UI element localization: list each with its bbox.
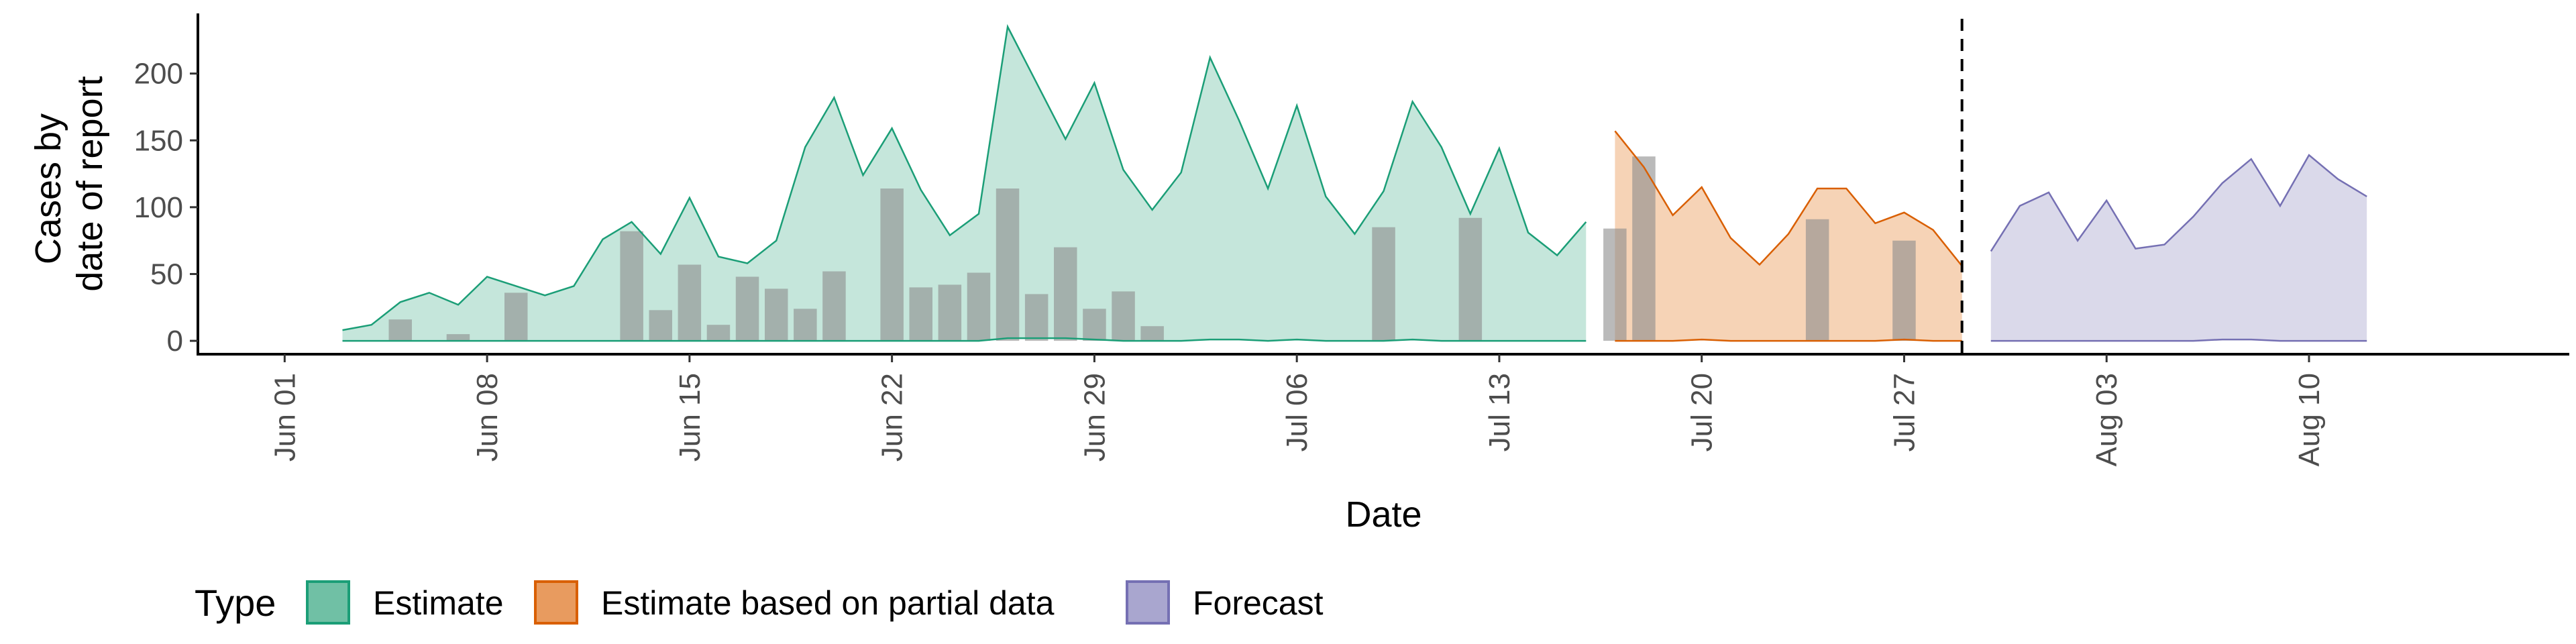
legend-label-estimate-based-on-partial-data: Estimate based on partial data <box>601 584 1055 622</box>
upper-line-estimate-based-on-partial-data <box>1614 130 1963 267</box>
x-axis-title: Date <box>1345 494 1421 535</box>
report-bar <box>735 276 759 341</box>
report-bar <box>388 319 412 341</box>
report-bar <box>909 287 932 341</box>
x-tick-label: Aug 03 <box>2090 373 2123 466</box>
y-tick-label: 0 <box>167 325 183 358</box>
report-bar <box>446 334 470 341</box>
report-bar <box>938 284 962 341</box>
report-bar <box>1024 294 1049 341</box>
y-axis-title-line-2: date of report <box>70 76 110 291</box>
report-bar <box>1112 291 1135 341</box>
area-estimate <box>342 26 1587 341</box>
series-layer <box>342 26 2367 341</box>
y-tick-label: 100 <box>134 191 183 224</box>
x-tick-label: Aug 10 <box>2293 373 2326 466</box>
y-axis-title: Cases by date of report <box>28 76 110 291</box>
area-forecast <box>1990 155 2367 341</box>
y-axis-title-line-1: Cases by <box>28 113 68 264</box>
x-tick-label: Jul 27 <box>1888 373 1921 451</box>
report-bar <box>678 264 702 341</box>
series-lines-layer <box>342 23 2367 342</box>
report-bar <box>1458 217 1483 341</box>
legend: Type Estimate Estimate based on partial d… <box>195 580 1324 625</box>
upper-line-forecast <box>1990 154 2367 252</box>
bars-layer <box>388 156 1916 341</box>
legend-swatch-forecast <box>1126 580 1170 625</box>
report-bar <box>1372 227 1395 341</box>
area-estimate-based-on-partial-data <box>1615 131 1962 341</box>
lower-line-estimate <box>342 337 1587 342</box>
x-tick-label: Jul 13 <box>1483 373 1516 451</box>
report-bar <box>1140 326 1164 341</box>
x-tick-label: Jun 15 <box>674 373 706 462</box>
report-bar <box>880 189 904 341</box>
report-bar <box>706 325 731 341</box>
lower-line-estimate-based-on-partial-data <box>1615 338 1962 342</box>
legend-swatch-estimate <box>306 580 350 625</box>
legend-swatch-estimate-based-on-partial-data <box>534 580 578 625</box>
legend-title: Type <box>195 582 276 624</box>
report-bar <box>1054 247 1077 341</box>
report-bar <box>1892 240 1916 341</box>
report-bar <box>504 292 528 341</box>
report-bar <box>1603 228 1627 341</box>
report-bar <box>765 288 788 341</box>
y-axis-ticks: 0 50 100 150 200 <box>134 58 198 358</box>
upper-line-estimate <box>342 23 1587 331</box>
x-axis-ticks: Jun 01 Jun 08 Jun 15 Jun 22 Jun 29 Jul 06 Jul … <box>268 354 2326 466</box>
report-bar <box>620 231 643 341</box>
x-tick-label: Jun 08 <box>471 373 504 462</box>
report-bar <box>967 272 991 341</box>
y-tick-label: 200 <box>134 58 183 91</box>
report-bar <box>1805 219 1829 341</box>
legend-label-estimate: Estimate <box>373 584 504 622</box>
report-bar <box>822 271 846 341</box>
y-tick-label: 50 <box>150 258 183 290</box>
y-tick-label: 150 <box>134 124 183 157</box>
lower-line-forecast <box>1990 338 2367 342</box>
x-tick-label: Jun 29 <box>1078 373 1111 462</box>
x-tick-label: Jul 06 <box>1281 373 1313 451</box>
report-bar <box>996 189 1020 341</box>
report-bar <box>794 309 817 341</box>
report-bar <box>649 310 672 341</box>
report-bar <box>1083 309 1106 341</box>
report-bar <box>1632 156 1656 341</box>
x-tick-label: Jul 20 <box>1686 373 1719 451</box>
legend-label-forecast: Forecast <box>1193 584 1324 622</box>
x-tick-label: Jun 01 <box>268 373 301 462</box>
x-tick-label: Jun 22 <box>876 373 909 462</box>
